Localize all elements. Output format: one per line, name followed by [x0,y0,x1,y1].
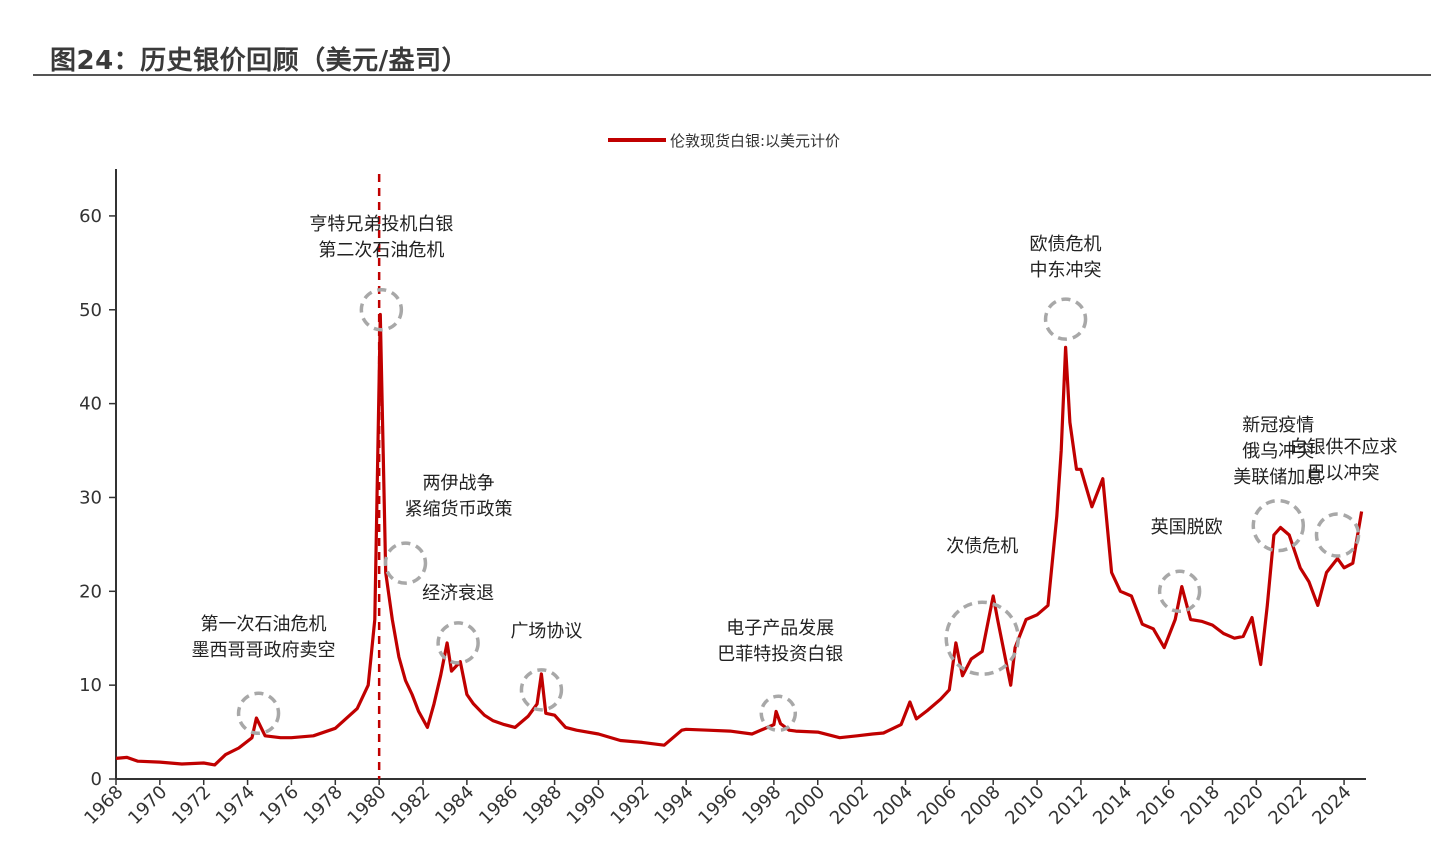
x-tick-label: 2014 [1089,782,1136,829]
annotation-label: 中东冲突 [1030,260,1102,281]
x-tick-label: 2000 [782,782,829,829]
x-tick-label: 1980 [343,782,390,829]
x-tick-label: 2008 [957,782,1004,829]
annotation-label: 英国脱欧 [1151,517,1223,538]
y-tick-label: 60 [79,206,102,227]
x-tick-label: 1970 [124,782,171,829]
y-tick-label: 20 [79,581,102,602]
x-tick-label: 1996 [694,782,741,829]
annotation-label: 亨特兄弟投机白银 [309,214,453,235]
annotation-marker [236,691,281,736]
x-tick-label: 1994 [650,782,697,829]
x-tick-label: 2006 [914,782,961,829]
x-tick-label: 2022 [1265,782,1312,829]
series-line [115,312,1364,767]
x-tick-label: 1988 [519,782,566,829]
y-tick-label: 30 [79,487,102,508]
title-divider [33,74,1431,76]
annotation-marker [1251,498,1306,553]
annotation-label: 第二次石油危机 [318,240,444,261]
x-tick-label: 1976 [256,782,303,829]
annotation-label: 紧缩货币政策 [404,499,512,520]
x-tick-label: 2020 [1221,782,1268,829]
x-tick-label: 2018 [1177,782,1224,829]
annotation-marker [359,288,404,332]
annotation-label: 两伊战争 [422,473,494,494]
x-tick-label: 1972 [168,782,215,829]
annotation-marker [436,621,480,665]
annotation-marker [759,694,798,733]
annotation-marker [1157,569,1202,614]
annotation-label: 电子产品发展 [726,618,834,639]
annotation-label: 巴菲特投资白银 [717,644,843,665]
y-tick-label: 50 [79,300,102,321]
x-tick-label: 1978 [300,782,347,829]
annotation-marker [944,600,1020,676]
x-tick-label: 1992 [607,782,654,829]
annotation-label: 墨西哥哥政府卖空 [192,640,336,661]
annotation-label: 美联储加息 [1233,467,1323,488]
annotation-label: 次债危机 [946,536,1018,557]
annotation-label: 经济衰退 [422,583,494,604]
annotation-label: 第一次石油危机 [201,614,327,635]
legend-label: 伦敦现货白银:以美元计价 [670,132,840,150]
x-tick-label: 2002 [826,782,873,829]
annotation-marker [1314,512,1361,558]
annotation-label: 广场协议 [510,621,582,642]
x-tick-label: 1968 [80,782,127,829]
annotation-marker [519,668,564,712]
x-tick-label: 1986 [475,782,522,829]
y-tick-label: 40 [79,394,102,415]
x-tick-label: 1982 [387,782,434,829]
x-tick-label: 1998 [738,782,785,829]
y-tick-label: 0 [91,769,102,790]
x-tick-label: 1974 [212,782,259,829]
x-tick-label: 2010 [1001,782,1048,829]
annotation-label: 新冠疫情 [1242,415,1314,436]
x-tick-label: 2024 [1308,782,1355,829]
x-tick-label: 2016 [1133,782,1180,829]
annotation-label: 欧债危机 [1030,234,1102,255]
y-tick-label: 10 [79,675,102,696]
x-tick-label: 2012 [1045,782,1092,829]
annotation-marker [1043,297,1088,341]
annotation-label: 白银供不应求 [1289,437,1397,458]
annotation-marker [383,541,428,585]
annotation-label: 俄乌冲突 [1242,441,1314,462]
annotation-label: 巴以冲突 [1307,463,1379,484]
x-tick-label: 1990 [563,782,610,829]
figure-title: 图24：历史银价回顾（美元/盎司） [50,46,469,76]
x-tick-label: 1984 [431,782,478,829]
x-tick-label: 2004 [870,782,917,829]
